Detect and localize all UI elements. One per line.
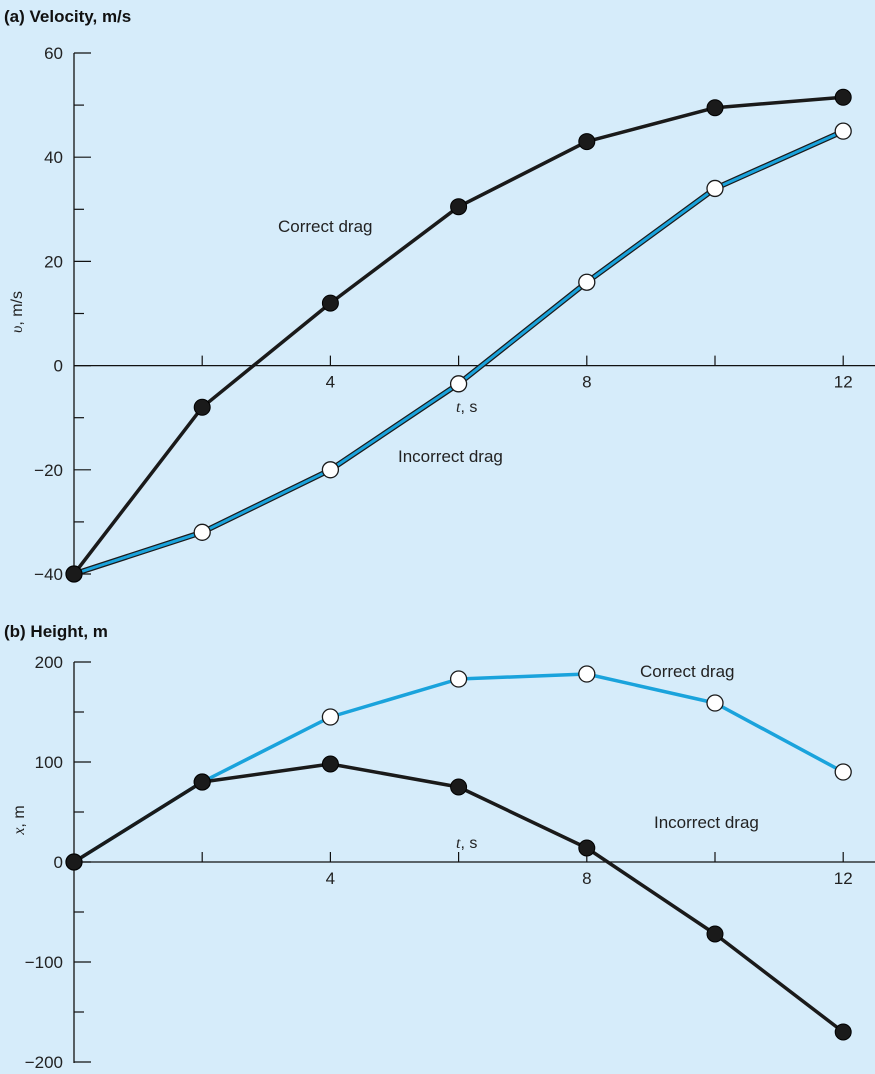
series-label: Incorrect drag (654, 813, 759, 832)
data-point-incorrect-drag (834, 122, 852, 140)
data-point-correct-drag (578, 133, 596, 151)
y-tick-label: −100 (25, 953, 63, 972)
data-point-correct-drag (321, 294, 339, 312)
data-point-incorrect-drag (578, 273, 596, 291)
x-axis-label: t, s (456, 835, 477, 852)
y-tick-label: 100 (35, 753, 63, 772)
series-line-incorrect-drag (73, 129, 844, 576)
x-axis-label: t, s (456, 399, 477, 416)
data-point-correct-drag (321, 755, 339, 773)
y-tick-label: 200 (35, 653, 63, 672)
data-point-incorrect-drag (321, 461, 340, 479)
chart-title: (b) Height, m (4, 622, 108, 641)
series-label: Correct drag (640, 662, 734, 681)
y-tick-label: 40 (44, 148, 63, 167)
data-point-correct-drag (450, 778, 468, 796)
series-label: Correct drag (278, 217, 372, 236)
data-point-incorrect-drag (706, 694, 724, 712)
x-tick-label: 8 (582, 373, 591, 392)
data-point-correct-drag (450, 198, 468, 216)
data-point-incorrect-drag (706, 179, 724, 198)
series-label: Incorrect drag (398, 447, 503, 466)
y-axis-label: υ, m/s (9, 291, 26, 333)
chart-height: (b) Height, m 200 100 0 −100 −200 4 8 12 t, s x, m… (4, 622, 875, 1072)
x-tick-label: 8 (582, 869, 591, 888)
data-point-incorrect-drag (193, 523, 211, 541)
data-point-correct-drag (193, 398, 211, 416)
data-point-correct-drag (193, 773, 211, 791)
data-point-correct-drag (834, 1023, 852, 1041)
data-point-incorrect-drag (578, 665, 596, 683)
data-point-correct-drag (706, 99, 724, 117)
x-tick-label: 4 (326, 373, 335, 392)
series-line-correct-drag (73, 762, 845, 1034)
data-point-correct-drag (65, 565, 83, 583)
y-tick-label: −40 (34, 565, 63, 584)
data-point-correct-drag (834, 88, 852, 106)
data-point-correct-drag (65, 853, 83, 871)
data-point-incorrect-drag (449, 375, 468, 393)
series-line-incorrect-drag (73, 672, 845, 864)
data-point-correct-drag (706, 925, 724, 943)
y-tick-label: −20 (34, 461, 63, 480)
data-point-incorrect-drag (449, 670, 468, 688)
x-tick-label: 12 (834, 373, 853, 392)
y-tick-label: 20 (44, 252, 63, 271)
y-tick-label: 60 (44, 44, 63, 63)
y-tick-label: 0 (54, 853, 63, 872)
series-line-outline-incorrect-drag (73, 128, 845, 577)
chart-title: (a) Velocity, m/s (4, 7, 131, 26)
x-tick-label: 4 (326, 869, 335, 888)
data-point-incorrect-drag (834, 763, 852, 781)
y-tick-label: 0 (54, 357, 63, 376)
y-axis-label: x, m (11, 805, 28, 835)
x-tick-label: 12 (834, 869, 853, 888)
data-point-incorrect-drag (321, 708, 340, 726)
chart-velocity: (a) Velocity, m/s 60 40 20 0 −20 −40 4 8 12 t, s υ,… (4, 7, 875, 584)
data-point-correct-drag (578, 839, 596, 857)
series-line-correct-drag (72, 95, 844, 576)
y-tick-label: −200 (25, 1053, 63, 1072)
